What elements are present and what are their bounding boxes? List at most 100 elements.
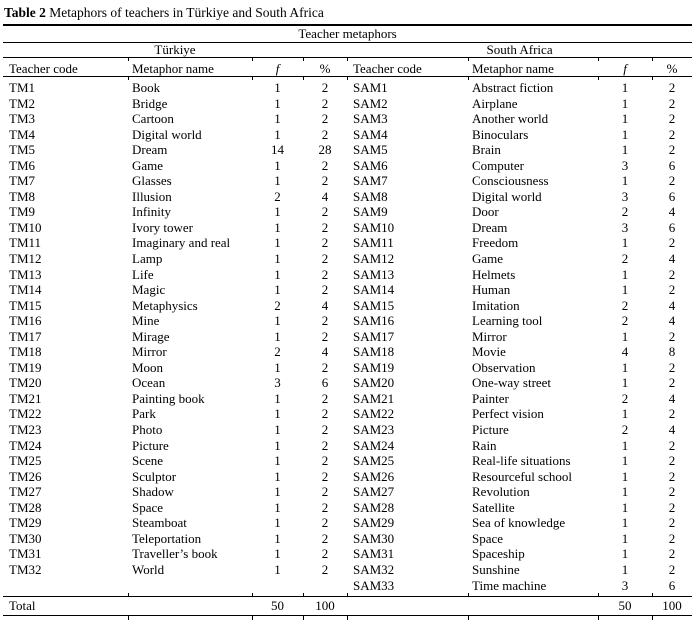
percent-cell: 2: [321, 499, 329, 515]
table-row: TM32 World 1 2 SAM32 Sunshine 1 2: [3, 562, 692, 578]
percent-cell: 2: [668, 375, 676, 391]
teacher-code-cell: SAM29: [353, 515, 395, 531]
frequency-cell: 3: [274, 375, 281, 391]
table-row: TM19 Moon 1 2 SAM19 Observation 1 2: [3, 360, 692, 376]
percent-cell: 2: [321, 546, 329, 562]
teacher-code-cell: TM29: [9, 515, 42, 531]
percent-cell: 2: [668, 406, 676, 422]
empty-cell: [468, 596, 598, 617]
frequency-cell: 1: [621, 546, 629, 562]
metaphor-name-cell: Sea of knowledge: [472, 515, 566, 531]
frequency-cell: 1: [621, 328, 629, 344]
frequency-cell: 2: [274, 297, 281, 313]
total-label-cell: Total: [3, 596, 128, 617]
total-percent-left: 100: [303, 596, 347, 617]
teacher-code-cell: SAM15: [353, 297, 395, 313]
country-row: Türkiye South Africa: [3, 42, 693, 58]
frequency-cell: 2: [274, 344, 281, 360]
metaphor-name-cell: One-way street: [472, 375, 552, 391]
frequency-cell: 1: [274, 204, 281, 220]
table-row: TM3 Cartoon 1 2 SAM3 Another world 1 2: [3, 111, 692, 127]
metaphor-name-cell: Resourceful school: [472, 468, 573, 484]
percent-cell: 2: [668, 515, 676, 531]
frequency-cell: 1: [274, 359, 281, 375]
metaphor-name-cell: Steamboat: [132, 515, 187, 531]
teacher-code-cell: SAM7: [353, 173, 388, 189]
teacher-code-cell: SAM4: [353, 126, 388, 142]
frequency-cell: 1: [621, 95, 629, 111]
table-row: TM17 Mirage 1 2 SAM17 Mirror 1 2: [3, 329, 692, 345]
metaphor-name-cell: Picture: [472, 422, 509, 438]
frequency-cell: 3: [621, 577, 629, 593]
frequency-cell: 1: [621, 499, 629, 515]
frequency-cell: 1: [621, 80, 629, 95]
percent-cell: 2: [321, 328, 329, 344]
percent-cell: 2: [321, 406, 329, 422]
header-frequency-left: f: [252, 61, 303, 77]
percent-cell: 2: [668, 359, 676, 375]
table-row: TM13 Life 1 2 SAM13 Helmets 1 2: [3, 267, 692, 283]
metaphor-name-cell: Movie: [472, 344, 506, 360]
metaphor-name-cell: [128, 578, 252, 594]
table-row: TM12 Lamp 1 2 SAM12 Game 2 4: [3, 251, 692, 267]
table-row: SAM33 Time machine 3 6: [3, 578, 692, 594]
table-caption-number: Table 2: [4, 5, 46, 20]
teacher-code-cell: TM3: [9, 111, 35, 127]
teacher-code-cell: TM22: [9, 406, 42, 422]
teacher-code-cell: SAM23: [353, 422, 395, 438]
teacher-code-cell: TM18: [9, 344, 42, 360]
frequency-cell: 1: [274, 328, 281, 344]
percent-cell: 4: [668, 297, 676, 313]
frequency-cell: 1: [274, 235, 281, 251]
metaphor-name-cell: Mirror: [472, 328, 507, 344]
header-percent-left: %: [303, 61, 347, 77]
percent-cell: 2: [668, 499, 676, 515]
country-cell-south-africa: South Africa: [347, 42, 693, 58]
teacher-code-cell: SAM5: [353, 142, 388, 158]
teacher-code-cell: TM17: [9, 328, 42, 344]
percent-cell: 2: [321, 126, 329, 142]
table-row: TM1 Book 1 2 SAM1 Abstract fiction 1 2: [3, 80, 692, 96]
teacher-code-cell: TM26: [9, 468, 42, 484]
percent-cell: 6: [321, 375, 329, 391]
metaphor-name-cell: Teleportation: [132, 530, 202, 546]
metaphor-name-cell: Bridge: [132, 95, 168, 111]
frequency-cell: 1: [274, 126, 281, 142]
metaphor-name-cell: Another world: [472, 111, 549, 127]
frequency-cell: 1: [274, 80, 281, 95]
teacher-code-cell: TM28: [9, 499, 42, 515]
metaphor-name-cell: Airplane: [472, 95, 518, 111]
teacher-code-cell: SAM14: [353, 282, 395, 298]
frequency-cell: 2: [621, 390, 629, 406]
teacher-code-cell: TM14: [9, 282, 42, 298]
frequency-cell: 2: [621, 251, 629, 267]
teacher-code-cell: SAM20: [353, 375, 395, 391]
header-percent-right: %: [652, 61, 693, 77]
metaphor-name-cell: Time machine: [472, 577, 547, 593]
frequency-cell: 1: [621, 453, 629, 469]
metaphor-name-cell: Park: [132, 406, 156, 422]
frequency-cell: 1: [274, 453, 281, 469]
frequency-cell: 3: [621, 157, 629, 173]
percent-cell: 2: [321, 219, 329, 235]
metaphor-name-cell: Revolution: [472, 484, 530, 500]
frequency-cell: 1: [621, 173, 629, 189]
percent-cell: 2: [668, 111, 676, 127]
metaphor-name-cell: Sculptor: [132, 468, 177, 484]
metaphor-name-cell: Observation: [472, 359, 536, 375]
frequency-cell: 2: [621, 297, 629, 313]
teacher-code-cell: SAM30: [353, 530, 395, 546]
teacher-code-cell: TM1: [9, 80, 35, 95]
rule-tick-row: [3, 57, 693, 61]
frequency-cell: 1: [621, 235, 629, 251]
table-row: TM20 Ocean 3 6 SAM20 One-way street 1 2: [3, 375, 692, 391]
teacher-code-cell: SAM11: [353, 235, 394, 251]
table-row: TM22 Park 1 2 SAM22 Perfect vision 1 2: [3, 406, 692, 422]
teacher-code-cell: SAM22: [353, 406, 395, 422]
percent-cell: 2: [668, 546, 676, 562]
metaphor-name-cell: Illusion: [132, 188, 172, 204]
metaphor-name-cell: Satellite: [472, 499, 515, 515]
frequency-cell: 3: [621, 188, 629, 204]
metaphor-name-cell: Consciousness: [472, 173, 549, 189]
